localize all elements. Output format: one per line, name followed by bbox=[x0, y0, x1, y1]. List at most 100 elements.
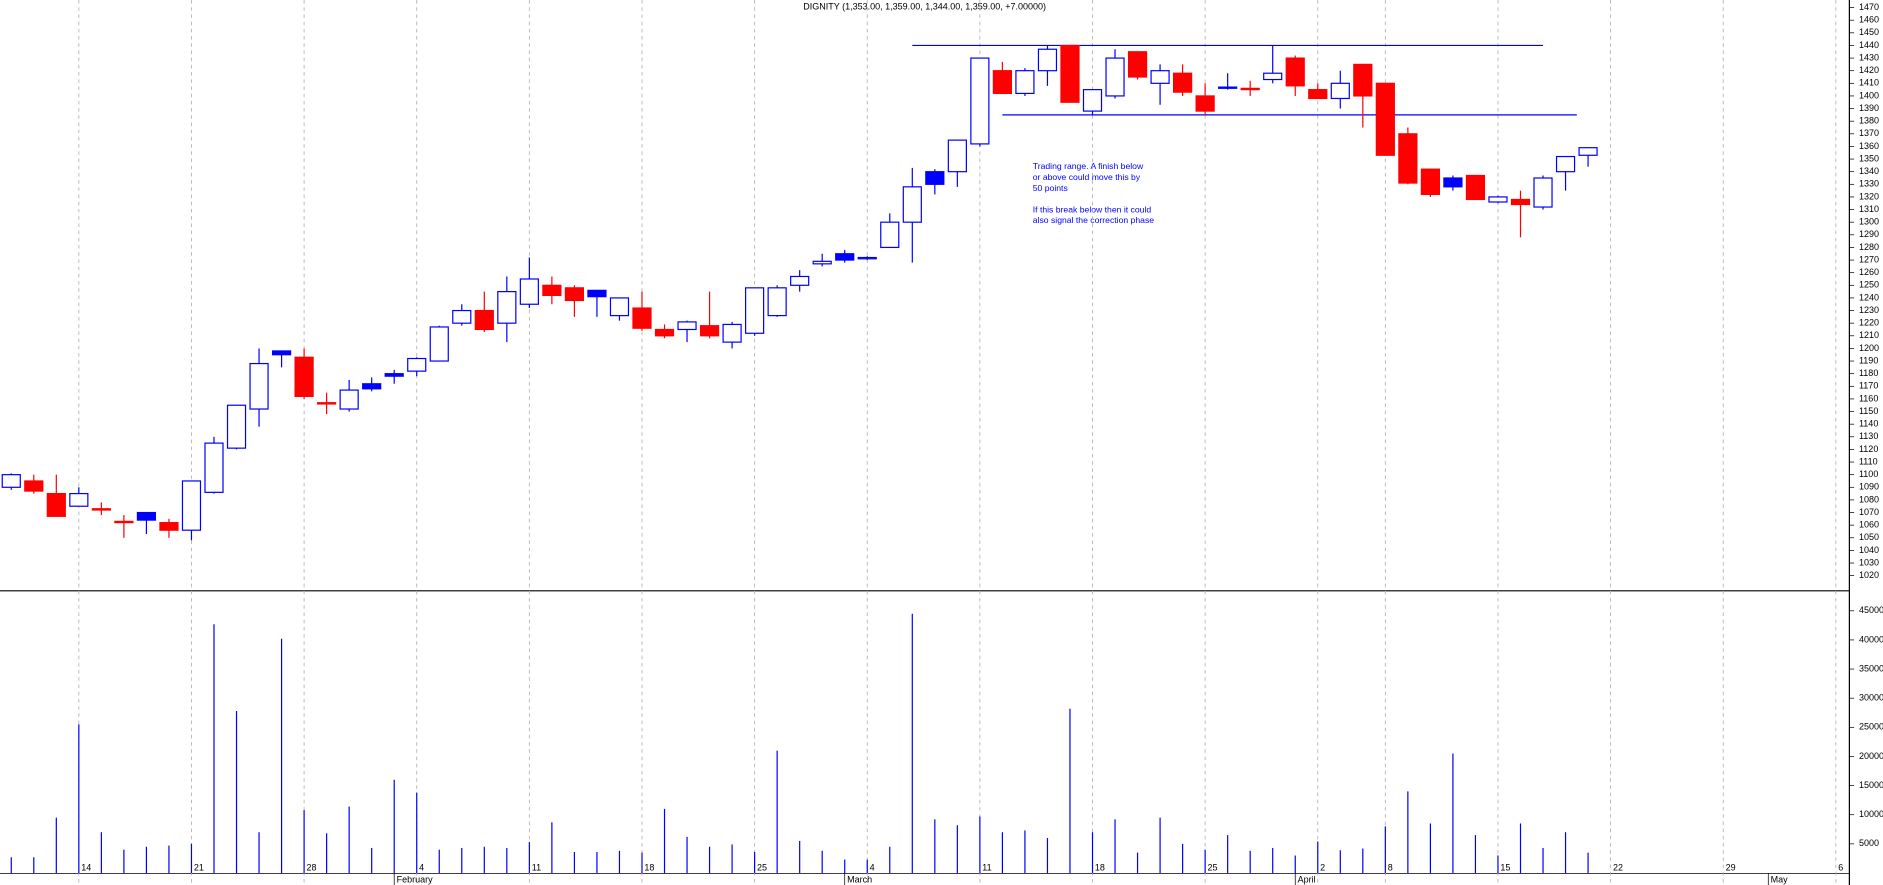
candle-body bbox=[1, 474, 21, 488]
y-tick-label: 1050 bbox=[1859, 532, 1879, 542]
volume-tick-label: 15000 bbox=[1859, 780, 1883, 790]
candle-body bbox=[317, 402, 337, 405]
y-tick-label: 1460 bbox=[1859, 15, 1879, 25]
candle-body bbox=[699, 325, 720, 337]
volume-tick-label: 30000 bbox=[1859, 693, 1883, 703]
y-tick-label: 1180 bbox=[1859, 368, 1878, 378]
candle-body bbox=[1420, 168, 1441, 196]
candle-body bbox=[519, 278, 539, 305]
y-tick-label: 1450 bbox=[1859, 27, 1879, 37]
candle-body bbox=[1443, 177, 1463, 188]
candle-body bbox=[970, 57, 990, 145]
x-tick-label: 21 bbox=[194, 863, 204, 873]
x-tick-label: 4 bbox=[419, 863, 424, 873]
y-tick-label: 1150 bbox=[1859, 406, 1878, 416]
candle-body bbox=[745, 287, 765, 334]
annotation-line: Trading range. A finish below bbox=[1033, 161, 1144, 171]
y-tick-label: 1190 bbox=[1859, 355, 1878, 365]
annotation-line: If this break below then it could bbox=[1033, 204, 1152, 214]
y-tick-label: 1330 bbox=[1859, 179, 1879, 189]
x-tick-label: 14 bbox=[81, 863, 91, 873]
x-tick-label: 25 bbox=[757, 863, 767, 873]
volume-tick-label: 40000 bbox=[1859, 634, 1883, 644]
y-tick-label: 1120 bbox=[1859, 444, 1878, 454]
candle-body bbox=[587, 289, 607, 298]
y-tick-label: 1260 bbox=[1859, 267, 1879, 277]
month-label: May bbox=[1771, 875, 1789, 885]
y-tick-label: 1430 bbox=[1859, 52, 1879, 62]
candle-body bbox=[1465, 174, 1486, 201]
x-tick-label: 2 bbox=[1320, 863, 1325, 873]
y-tick-label: 1170 bbox=[1859, 381, 1878, 391]
y-tick-label: 1320 bbox=[1859, 191, 1879, 201]
candle-body bbox=[1173, 72, 1193, 93]
x-tick-label: 6 bbox=[1838, 863, 1843, 873]
chart-title: DIGNITY (1,353.00, 1,359.00, 1,344.00, 1… bbox=[803, 2, 1046, 12]
y-tick-label: 1360 bbox=[1859, 141, 1879, 151]
volume-tick-label: 10000 bbox=[1859, 809, 1883, 819]
y-tick-label: 1420 bbox=[1859, 65, 1879, 75]
candle-body bbox=[271, 350, 292, 356]
x-tick-label: 18 bbox=[1095, 863, 1105, 873]
candle-body bbox=[1060, 44, 1080, 103]
candle-body bbox=[1578, 147, 1598, 156]
y-tick-label: 1290 bbox=[1859, 229, 1879, 239]
y-tick-label: 1270 bbox=[1859, 254, 1879, 264]
y-tick-label: 1400 bbox=[1859, 90, 1879, 100]
candle-body bbox=[69, 492, 89, 507]
candle-body bbox=[835, 253, 855, 261]
y-tick-label: 1310 bbox=[1859, 204, 1879, 214]
candle-body bbox=[339, 389, 359, 410]
y-tick-label: 1220 bbox=[1859, 318, 1879, 328]
x-tick-label: 11 bbox=[532, 863, 541, 873]
volume-tick-label: 20000 bbox=[1859, 751, 1883, 761]
x-tick-label: 29 bbox=[1726, 863, 1736, 873]
y-tick-label: 1210 bbox=[1859, 330, 1879, 340]
candle-body bbox=[902, 186, 922, 223]
candle-body bbox=[654, 328, 675, 337]
annotation-line: 50 points bbox=[1033, 183, 1068, 193]
candle-body bbox=[1105, 57, 1125, 97]
candle-body bbox=[497, 291, 517, 324]
x-tick-label: 28 bbox=[307, 863, 317, 873]
candle-body bbox=[114, 520, 134, 524]
x-tick-label: 4 bbox=[870, 863, 875, 873]
y-tick-label: 1240 bbox=[1859, 292, 1879, 302]
candle-body bbox=[91, 508, 111, 511]
candle-body bbox=[294, 356, 314, 397]
y-tick-label: 1230 bbox=[1859, 305, 1879, 315]
candle-body bbox=[362, 383, 382, 390]
candle-body bbox=[1353, 63, 1373, 97]
volume-tick-label: 5000 bbox=[1859, 838, 1879, 848]
y-tick-label: 1350 bbox=[1859, 153, 1879, 163]
y-tick-label: 1090 bbox=[1859, 482, 1879, 492]
y-tick-label: 1250 bbox=[1859, 280, 1879, 290]
candle-body bbox=[812, 260, 832, 265]
candle-body bbox=[226, 404, 247, 449]
x-tick-label: 15 bbox=[1500, 863, 1510, 873]
y-tick-label: 1060 bbox=[1859, 520, 1879, 530]
candle-body bbox=[857, 256, 877, 260]
y-tick-label: 1040 bbox=[1859, 545, 1879, 555]
candle-body bbox=[1330, 82, 1350, 100]
y-tick-label: 1100 bbox=[1859, 469, 1878, 479]
candle-body bbox=[1263, 72, 1283, 81]
candle-body bbox=[1533, 177, 1553, 208]
month-label: April bbox=[1298, 875, 1316, 885]
candle-body bbox=[1150, 70, 1170, 84]
month-label: March bbox=[847, 875, 872, 885]
candle-body bbox=[767, 287, 787, 317]
y-tick-label: 1030 bbox=[1859, 557, 1879, 567]
volume-tick-label: 25000 bbox=[1859, 722, 1883, 732]
candle-body bbox=[159, 522, 179, 531]
y-tick-label: 1110 bbox=[1859, 456, 1878, 466]
candle-body bbox=[429, 326, 449, 362]
candle-body bbox=[452, 309, 472, 324]
x-tick-label: 8 bbox=[1388, 863, 1393, 873]
y-tick-label: 1470 bbox=[1859, 2, 1879, 12]
volume-tick-label: 35000 bbox=[1859, 663, 1883, 673]
